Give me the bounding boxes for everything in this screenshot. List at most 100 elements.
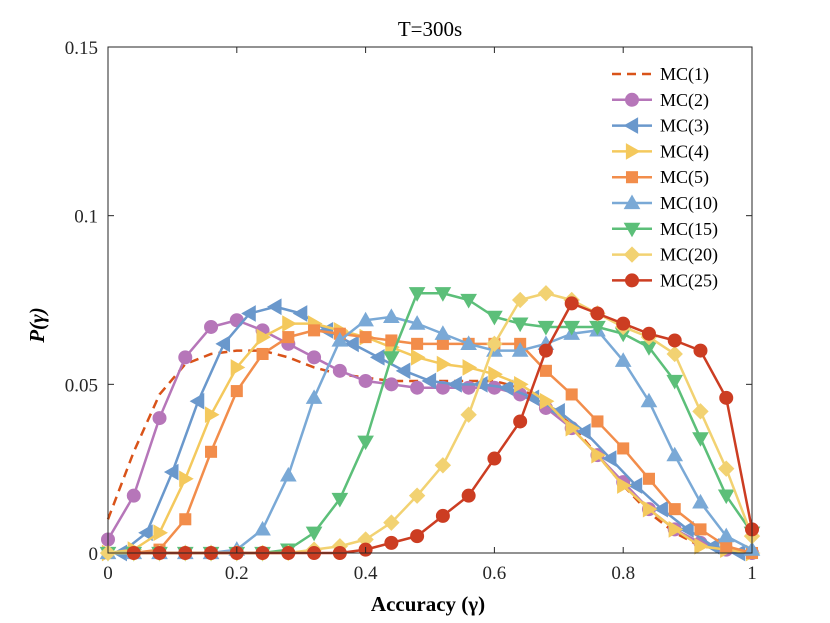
- data-point: [230, 385, 243, 398]
- data-point: [421, 372, 437, 390]
- data-point: [539, 364, 552, 377]
- data-point: [460, 293, 477, 309]
- data-point: [590, 306, 605, 321]
- data-point: [408, 487, 426, 504]
- legend-label: MC(1): [660, 64, 709, 85]
- data-point: [668, 503, 681, 516]
- data-point: [538, 343, 553, 358]
- data-point: [514, 375, 529, 393]
- data-point: [292, 305, 308, 322]
- data-point: [179, 470, 194, 488]
- data-point: [230, 359, 246, 376]
- data-point: [204, 406, 220, 424]
- data-point: [434, 325, 452, 340]
- data-point: [537, 285, 555, 302]
- data-point: [666, 345, 683, 363]
- data-point: [679, 521, 694, 538]
- data-point: [179, 513, 192, 526]
- data-point: [411, 349, 426, 366]
- data-point: [256, 328, 272, 346]
- data-point: [717, 527, 735, 543]
- series-layer: [99, 285, 761, 562]
- data-point: [487, 451, 502, 466]
- x-tick-label: 1: [747, 563, 757, 584]
- data-point: [488, 365, 503, 383]
- data-point: [591, 446, 606, 464]
- data-point: [282, 331, 295, 344]
- data-point: [435, 380, 450, 395]
- legend: MC(1) MC(2) MC(3) MC(4) MC(5) MC(10) MC(15) MC(…: [612, 64, 718, 291]
- data-point: [434, 457, 452, 474]
- data-point: [305, 389, 323, 404]
- y-tick-label: 0: [89, 544, 99, 565]
- data-point: [486, 310, 503, 326]
- data-point: [305, 526, 323, 542]
- legend-entry: MC(4): [612, 141, 709, 162]
- data-point: [254, 520, 271, 536]
- data-point: [462, 359, 478, 376]
- data-point: [204, 319, 219, 334]
- data-point: [256, 347, 269, 360]
- data-point: [331, 331, 349, 347]
- data-point: [447, 375, 462, 393]
- axes-layer: [107, 46, 753, 554]
- legend-label: MC(25): [660, 270, 718, 291]
- legend-label: MC(4): [660, 141, 709, 162]
- data-point: [717, 489, 735, 505]
- data-point: [623, 222, 641, 238]
- data-point: [617, 477, 632, 494]
- data-point: [653, 500, 668, 518]
- data-point: [279, 466, 297, 482]
- data-point: [692, 403, 709, 420]
- ticks-layer: 0 0.2 0.4 0.6 0.8 1 0 0.05 0.1 0.15: [65, 38, 757, 584]
- data-point: [153, 524, 169, 542]
- legend-label: MC(3): [660, 116, 709, 137]
- legend-entry: MC(15): [612, 219, 718, 240]
- data-point: [266, 298, 282, 316]
- y-tick-label: 0.1: [74, 207, 98, 228]
- data-point: [178, 350, 193, 365]
- data-point: [511, 342, 529, 357]
- data-point: [511, 291, 529, 309]
- data-point: [564, 296, 579, 311]
- data-point: [623, 194, 641, 210]
- legend-entry: MC(3): [612, 116, 709, 137]
- legend-entry: MC(25): [612, 270, 718, 291]
- data-point: [344, 335, 359, 353]
- data-point: [205, 445, 218, 458]
- data-point: [565, 419, 581, 437]
- data-point: [614, 352, 632, 367]
- data-point: [486, 335, 503, 353]
- data-point: [720, 540, 733, 553]
- data-point: [666, 446, 684, 462]
- data-point: [383, 351, 400, 366]
- data-point: [666, 374, 684, 390]
- legend-label: MC(2): [660, 90, 709, 111]
- data-point: [627, 477, 643, 494]
- data-point: [408, 315, 426, 330]
- legend-label: MC(20): [660, 245, 718, 266]
- data-point: [642, 472, 655, 485]
- data-point: [513, 414, 528, 429]
- data-point: [537, 320, 555, 336]
- data-point: [152, 411, 167, 426]
- data-point: [189, 392, 205, 410]
- x-tick-label: 0.4: [354, 563, 378, 584]
- data-point: [215, 335, 231, 353]
- chart-title: T=300s: [398, 17, 462, 41]
- data-point: [460, 335, 477, 350]
- data-point: [395, 362, 411, 380]
- data-point: [591, 415, 604, 428]
- x-tick-label: 0.2: [225, 563, 249, 584]
- data-point: [434, 287, 452, 302]
- data-point: [601, 450, 617, 467]
- data-point: [616, 316, 631, 331]
- data-point: [625, 143, 641, 160]
- y-tick-label: 0.05: [65, 375, 98, 396]
- legend-entry: MC(5): [612, 167, 709, 188]
- data-point: [384, 535, 399, 550]
- data-point: [623, 117, 639, 134]
- data-point: [460, 406, 477, 423]
